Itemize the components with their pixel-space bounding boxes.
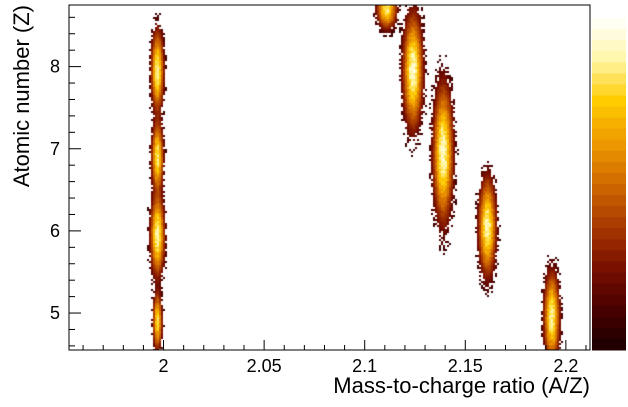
y-tick-label: 7: [50, 139, 60, 159]
colorbar-band: [592, 261, 626, 274]
colorbar-band: [592, 73, 626, 85]
colorbar-band: [592, 305, 626, 318]
plot-frame: [68, 4, 591, 351]
colorbar-band: [592, 206, 626, 218]
colorbar-band: [592, 184, 626, 196]
x-tick-label: 2.1: [352, 356, 377, 376]
colorbar-band: [592, 217, 626, 229]
x-tick-label: 2.2: [553, 356, 578, 376]
y-tick-label: 5: [50, 303, 60, 323]
heatmap-image: [69, 5, 590, 350]
colorbar-band: [592, 150, 626, 163]
colorbar-band: [592, 239, 626, 251]
colorbar-band: [592, 327, 626, 340]
colorbar-band: [592, 40, 626, 52]
colorbar-band: [592, 294, 626, 307]
colorbar-band: [592, 283, 626, 296]
x-axis-ticks: 2 2.05 2.1 2.15 2.2: [82, 340, 587, 376]
colorbar-band: [592, 106, 626, 119]
colorbar-band: [592, 117, 626, 130]
colorbar-band: [592, 62, 626, 74]
colorbar-band: [592, 250, 626, 262]
colorbar-band: [592, 338, 626, 351]
x-tick-label: 2: [159, 356, 169, 376]
colorbar-band: [592, 84, 626, 96]
colorbar-band: [592, 161, 626, 174]
colorbar-band: [592, 228, 626, 240]
colorbar-band: [592, 139, 626, 152]
colorbar-band: [592, 29, 626, 41]
x-tick-label: 2.05: [247, 356, 282, 376]
y-tick-label: 6: [50, 221, 60, 241]
colorbar-band: [592, 316, 626, 329]
y-tick-label: 8: [50, 57, 60, 77]
x-tick-label: 2.15: [448, 356, 483, 376]
x-axis-label: Mass-to-charge ratio (A/Z): [333, 373, 590, 398]
colorbar-band: [592, 18, 626, 30]
colorbar-band: [592, 172, 626, 185]
y-axis-ticks: 5 6 7 8: [50, 16, 81, 347]
colorbar-band: [592, 95, 626, 108]
colorbar-band: [592, 195, 626, 207]
colorbar-band: [592, 272, 626, 285]
colorbar-band: [592, 128, 626, 141]
heatmap-cells: [69, 5, 590, 350]
y-axis-label: Atomic number (Z): [9, 5, 34, 187]
colorbar-band: [592, 51, 626, 63]
colorbar: [592, 18, 626, 351]
